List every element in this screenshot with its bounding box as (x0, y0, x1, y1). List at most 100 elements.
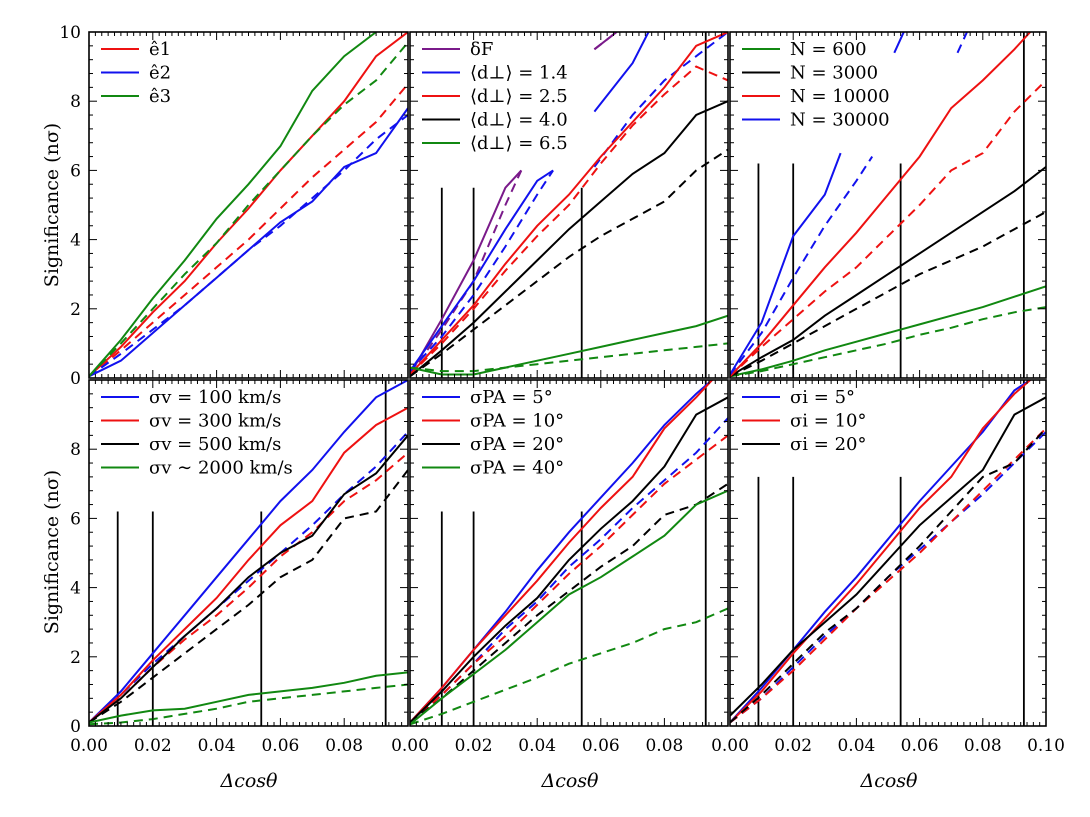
y-tick-label: 8 (70, 440, 81, 460)
panel-bottom-left: σv = 100 km/s σv = 300 km/sσv = 500 km/s σ… (89, 380, 408, 726)
legend-label: ê2 (149, 63, 171, 84)
y-tick-label: 6 (70, 161, 81, 181)
axes-frame (88, 379, 409, 727)
axes-frame (729, 31, 1047, 379)
series-0-solid-line (730, 285, 1046, 378)
legend-label: ⟨d⊥⟩ = 6.5 (470, 133, 568, 154)
series-0-solid-upper-line (593, 32, 618, 51)
y-tick-label: 4 (70, 231, 81, 251)
series-1-solid-upper-line (593, 32, 650, 113)
x-tick-label: 0.10 (1027, 736, 1065, 756)
series-1-solid-line (89, 406, 408, 724)
panel-bottom-right: σi = 5° σi = 10°σi = 20° (730, 380, 1046, 726)
series-0-dashed-line (89, 431, 408, 724)
series-3-dashed-line (410, 607, 728, 726)
ylabel-top: Significance (nσ) (41, 123, 63, 287)
x-tick-label: 0.02 (134, 736, 172, 756)
y-tick-label: 4 (70, 579, 81, 599)
series-3-solid-line (410, 489, 728, 726)
x-tick-label: 0.08 (964, 736, 1002, 756)
series-1-solid-line (730, 380, 1031, 724)
legend-label: σv = 100 km/s (149, 387, 281, 408)
series-3-dashed-line (410, 148, 728, 378)
legend-label: N = 600 (790, 39, 867, 60)
series-0-solid-line (410, 169, 523, 375)
y-tick-label: 2 (70, 648, 81, 668)
x-tick-label: 0.02 (774, 736, 812, 756)
legend-label: σv = 300 km/s (149, 411, 281, 432)
series-1-solid-line (730, 166, 1046, 378)
legend-label: ⟨d⊥⟩ = 4.0 (470, 110, 568, 131)
series-3-solid-line (730, 152, 842, 376)
series-2-dashed-line (730, 427, 1046, 724)
series-1-dashed-line (410, 434, 728, 724)
x-tick-label: 0.06 (901, 736, 939, 756)
series-1-dashed-upper-line (593, 32, 728, 168)
axes-frame (409, 379, 729, 727)
legend-label: ê1 (149, 39, 171, 60)
y-tick-label: 6 (70, 509, 81, 529)
axes-frame (729, 379, 1047, 727)
series-1-dashed-line (410, 169, 554, 372)
series-3-dashed-upper-line (956, 32, 968, 54)
y-tick-label: 8 (70, 92, 81, 112)
series-0-dashed-line (730, 306, 1046, 378)
series-2-solid-line (730, 32, 1031, 377)
series-3-solid-line (410, 100, 728, 378)
series-4-solid-line (410, 314, 728, 376)
series-2-solid-line (89, 434, 408, 724)
legend: σPA = 5° σPA = 10°σPA = 20° σPA = 40° (422, 387, 564, 479)
legend-label: δF (470, 39, 493, 60)
series-2-solid-line (730, 396, 1046, 717)
legend-label: ⟨d⊥⟩ = 2.5 (470, 86, 568, 107)
series-2-dashed-line (410, 65, 728, 376)
panel-top-middle: δF ⟨d⊥⟩ = 1.4⟨d⊥⟩ = 2.5 ⟨d⊥⟩ = 4.0⟨d⊥⟩ = 6… (410, 32, 728, 378)
ylabel-bottom: Significance (nσ) (41, 470, 63, 634)
legend: σv = 100 km/s σv = 300 km/sσv = 500 km/s σ… (101, 387, 293, 479)
series-0-solid-line (89, 380, 408, 724)
series-3-solid-line (89, 671, 408, 724)
series-0-dashed-line (410, 417, 728, 724)
ticks (729, 31, 1047, 379)
legend: δF ⟨d⊥⟩ = 1.4⟨d⊥⟩ = 2.5 ⟨d⊥⟩ = 4.0⟨d⊥⟩ = 6… (422, 39, 568, 154)
ticks (88, 379, 409, 727)
series-3-dashed-line (89, 683, 408, 726)
x-tick-label: 0.08 (645, 736, 683, 756)
legend-label: σv ∼ 2000 km/s (149, 458, 293, 479)
y-tick-label: 0 (70, 717, 81, 737)
legend-label: σPA = 40° (470, 458, 564, 479)
legend-label: ⟨d⊥⟩ = 1.4 (470, 63, 568, 84)
series-2-dashed-line (730, 79, 1046, 378)
xlabel-middle: Δcosθ (541, 770, 600, 792)
series-4-dashed-line (410, 342, 728, 373)
legend-label: σPA = 5° (470, 387, 553, 408)
xlabel-left: Δcosθ (220, 770, 279, 792)
x-tick-label: 0.06 (261, 736, 299, 756)
legend-label: σPA = 10° (470, 411, 564, 432)
axes-frame (409, 31, 729, 379)
legend-label: N = 30000 (790, 110, 890, 131)
legend-label: σi = 5° (790, 387, 855, 408)
x-tick-label: 0.00 (391, 736, 429, 756)
x-tick-label: 0.00 (70, 736, 108, 756)
series-2-dashed-line (89, 469, 408, 724)
x-tick-label: 0.04 (518, 736, 556, 756)
legend-label: ê3 (149, 86, 171, 107)
xlabel-right: Δcosθ (860, 770, 919, 792)
legend-label: N = 10000 (790, 86, 890, 107)
series-2-solid-line (410, 32, 728, 376)
x-tick-label: 0.08 (325, 736, 363, 756)
series-2-dashed-line (89, 41, 408, 377)
legend: σi = 5° σi = 10°σi = 20° (742, 387, 866, 455)
legend-label: N = 3000 (790, 63, 878, 84)
x-tick-label: 0.04 (198, 736, 236, 756)
y-tick-label: 10 (59, 23, 81, 43)
legend-label: σPA = 20° (470, 434, 564, 455)
ticks (729, 379, 1047, 727)
ticks (409, 379, 729, 727)
